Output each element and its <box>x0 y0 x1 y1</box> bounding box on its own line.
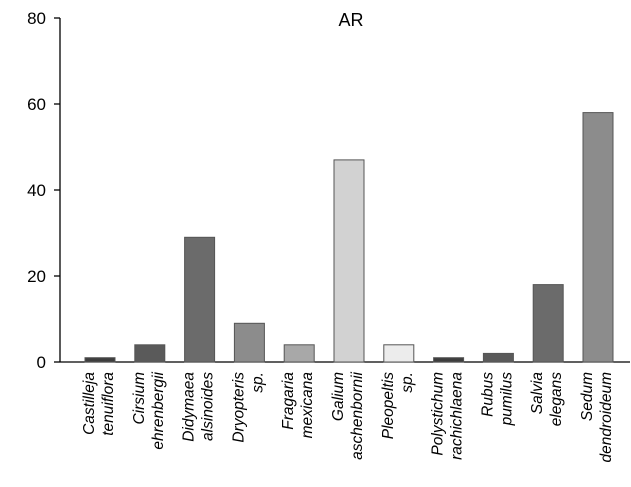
x-tick-label: Cirsium <box>131 372 148 425</box>
y-tick-label: 60 <box>27 95 46 114</box>
x-tick-label: tenuiflora <box>100 372 117 436</box>
bar <box>134 344 166 363</box>
bar <box>184 236 216 363</box>
x-tick-label: sp. <box>399 372 416 393</box>
bar <box>84 357 116 363</box>
x-tick-label: Salvia <box>529 372 546 415</box>
bar <box>433 357 465 363</box>
x-tick-label: alsinoides <box>200 372 217 441</box>
x-tick-label: elegans <box>548 372 565 427</box>
bar <box>333 159 365 363</box>
x-tick-label: Rubus <box>479 372 496 417</box>
y-tick-label: 80 <box>27 9 46 28</box>
y-tick-label: 20 <box>27 267 46 286</box>
x-tick-label: mexicana <box>299 372 316 439</box>
x-tick-label: aschenbornii <box>349 371 366 459</box>
x-tick-label: Pleopeltis <box>380 372 397 439</box>
x-tick-labels: Castilleja tenuiflora Cirsium ehrenbergii Di… <box>81 371 615 462</box>
y-ticks: 0 20 40 60 80 <box>27 9 60 372</box>
bars <box>84 112 614 363</box>
x-tick-label: pumilus <box>498 372 515 427</box>
x-tick-label: Dryopteris <box>230 372 247 443</box>
chart-title: AR <box>338 10 363 30</box>
bar <box>582 112 614 363</box>
x-tick-label: Didymaea <box>181 372 198 442</box>
bar <box>233 322 265 363</box>
bar <box>532 284 564 363</box>
bar <box>482 352 514 363</box>
x-tick-label: ehrenbergii <box>150 371 167 449</box>
x-tick-label: Galium <box>330 372 347 421</box>
x-tick-label: Sedum <box>579 372 596 421</box>
x-tick-label: sp. <box>249 372 266 393</box>
y-tick-label: 0 <box>37 353 46 372</box>
x-tick-label: dendroideum <box>598 372 615 463</box>
x-tick-label: Polystichum <box>430 372 447 456</box>
y-tick-label: 40 <box>27 181 46 200</box>
bar <box>383 344 415 363</box>
bar <box>283 344 315 363</box>
x-tick-label: Fragaria <box>280 372 297 430</box>
x-tick-label: Castilleja <box>81 372 98 435</box>
x-tick-label: rachichlaena <box>449 372 466 460</box>
